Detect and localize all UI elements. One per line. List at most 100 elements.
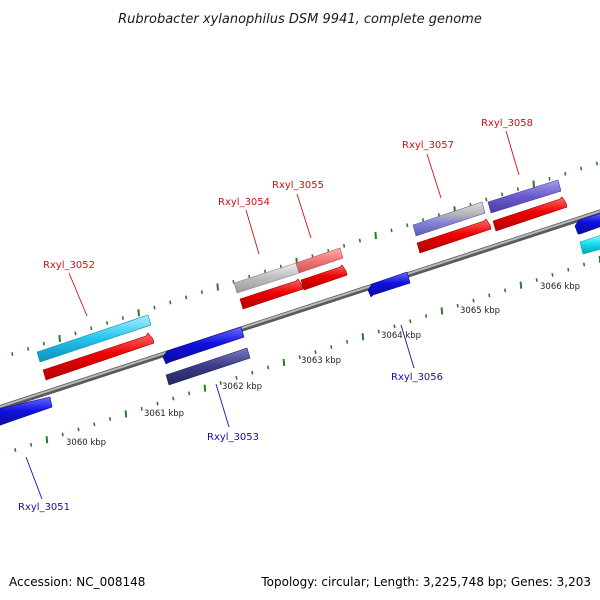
lower-tick	[30, 442, 33, 447]
gene-red-b[interactable]	[239, 278, 304, 310]
lower-tick	[109, 417, 112, 421]
upper-tick	[501, 192, 504, 197]
gene-blue-a[interactable]	[162, 326, 245, 365]
lower-tick	[504, 288, 507, 293]
leader-rxyl-3057	[426, 153, 442, 199]
gene-rxyl-3056[interactable]	[367, 271, 411, 298]
gene-rxyl-3051[interactable]	[0, 396, 53, 428]
lower-tick	[93, 422, 96, 427]
label-rxyl-3056[interactable]: Rxyl_3056	[391, 372, 443, 383]
scale-label-3064: 3064 kbp	[381, 331, 421, 341]
scale-label-3060: 3060 kbp	[66, 438, 106, 448]
upper-tick	[564, 171, 567, 176]
scale-label-3066: 3066 kbp	[540, 282, 580, 292]
gene-red-e[interactable]	[492, 196, 568, 232]
gene-cyan-b[interactable]	[579, 234, 600, 255]
lower-tick	[282, 358, 286, 366]
scale-label-3065: 3065 kbp	[460, 306, 500, 316]
upper-tick	[185, 295, 188, 300]
gene-red-a[interactable]	[42, 332, 155, 381]
label-rxyl-3057[interactable]: Rxyl_3057	[402, 140, 454, 151]
scale-label-3062: 3062 kbp	[222, 382, 262, 392]
leader-rxyl-3055	[296, 193, 312, 239]
label-rxyl-3055[interactable]: Rxyl_3055	[272, 180, 324, 191]
upper-tick	[90, 326, 93, 331]
label-rxyl-3051[interactable]: Rxyl_3051	[18, 502, 70, 513]
upper-tick	[74, 331, 77, 336]
upper-tick	[343, 243, 346, 248]
lower-tick	[393, 324, 396, 329]
accession-text: Accession: NC_008148	[9, 575, 145, 589]
lower-tick	[124, 410, 128, 418]
gene-blue-b[interactable]	[574, 212, 600, 235]
upper-tick	[422, 218, 425, 222]
lower-tick	[346, 339, 349, 344]
upper-tick	[106, 321, 109, 325]
label-rxyl-3058[interactable]: Rxyl_3058	[481, 118, 533, 129]
gene-rxyl-3058[interactable]	[487, 179, 562, 214]
lower-tick	[14, 448, 17, 452]
reverse-strand-genes	[0, 212, 600, 428]
leader-rxyl-3051	[25, 456, 43, 500]
forward-strand-genes	[36, 179, 568, 381]
lower-tick	[298, 355, 301, 360]
gene-rxyl-3052[interactable]	[36, 314, 152, 363]
scale-label-3061: 3061 kbp	[144, 409, 184, 419]
lower-tick	[409, 319, 412, 324]
gene-red-d[interactable]	[416, 218, 492, 254]
upper-tick	[137, 309, 140, 317]
lower-tick	[377, 329, 380, 334]
lower-tick	[330, 345, 333, 349]
label-rxyl-3053[interactable]: Rxyl_3053	[207, 432, 259, 443]
genome-backbone	[0, 209, 600, 411]
lower-tick	[156, 401, 159, 406]
upper-tick	[485, 197, 488, 202]
upper-tick	[216, 283, 219, 291]
lower-tick	[488, 293, 491, 298]
lower-tick	[535, 278, 538, 282]
upper-tick	[516, 187, 519, 192]
upper-tick	[11, 352, 14, 356]
upper-tick	[580, 166, 583, 171]
upper-tick	[374, 231, 377, 240]
upper-tick	[406, 223, 409, 228]
lower-tick	[425, 314, 428, 318]
lower-tick	[219, 381, 222, 385]
upper-tick	[42, 341, 45, 346]
lower-tick	[251, 370, 254, 375]
upper-tick	[169, 300, 172, 305]
upper-tick	[390, 228, 393, 233]
reverse-strand-ticks	[14, 255, 600, 452]
upper-tick	[200, 290, 203, 295]
leader-rxyl-3056	[400, 324, 415, 369]
upper-tick	[58, 334, 61, 343]
label-rxyl-3054[interactable]: Rxyl_3054	[218, 197, 270, 208]
lower-tick	[140, 406, 143, 411]
upper-tick	[532, 180, 535, 188]
lower-tick	[61, 432, 64, 437]
gene-rxyl-3057[interactable]	[412, 201, 486, 237]
lower-tick	[188, 391, 191, 396]
leader-rxyl-3054	[245, 209, 260, 255]
lower-tick	[267, 365, 270, 370]
upper-tick	[358, 238, 361, 243]
leader-rxyl-3058	[505, 130, 520, 176]
lower-tick	[361, 333, 365, 341]
map-title: Rubrobacter xylanophilus DSM 9941, compl…	[118, 12, 482, 27]
gene-red-c[interactable]	[300, 264, 348, 291]
gene-rxyl-3055[interactable]	[295, 247, 344, 274]
lower-tick	[456, 303, 459, 308]
upper-tick	[27, 346, 30, 351]
gene-rxyl-3053[interactable]	[165, 347, 251, 386]
scale-label-3063: 3063 kbp	[301, 356, 341, 366]
leader-rxyl-3053	[215, 383, 230, 428]
lower-tick	[45, 436, 49, 444]
label-rxyl-3052[interactable]: Rxyl_3052	[43, 260, 95, 271]
lower-tick	[77, 427, 80, 432]
lower-tick	[314, 350, 317, 355]
upper-tick	[548, 176, 551, 181]
upper-tick	[153, 305, 156, 310]
lower-tick	[519, 281, 523, 289]
upper-tick	[121, 316, 124, 320]
